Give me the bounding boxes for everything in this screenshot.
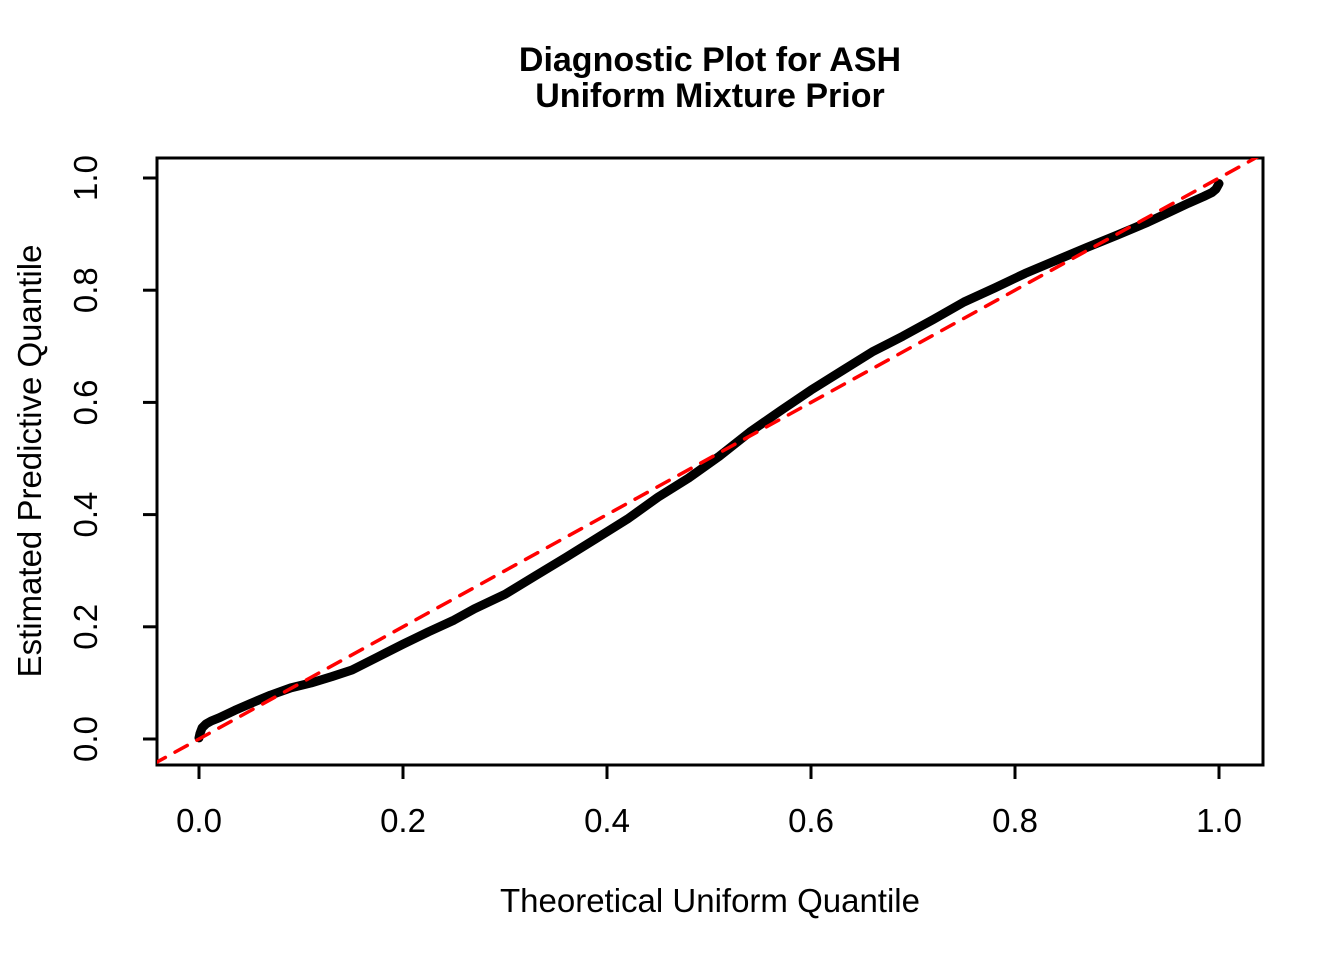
- y-tick-label: 0.6: [67, 379, 104, 425]
- plot-box: [155, 156, 1265, 767]
- reference-line: [157, 158, 1260, 765]
- x-axis-title: Theoretical Uniform Quantile: [499, 882, 920, 919]
- x-tick-label: 0.4: [584, 802, 630, 839]
- y-axis-title: Estimated Predictive Quantile: [11, 244, 48, 678]
- y-tick-label: 0.8: [67, 267, 104, 313]
- chart-title-line-1: Diagnostic Plot for ASH: [518, 41, 902, 79]
- chart-title-line-2: Uniform Mixture Prior: [535, 77, 885, 115]
- y-tick-label: 0.4: [67, 492, 104, 538]
- y-tick-label: 0.2: [67, 604, 104, 650]
- x-tick-label: 1.0: [1196, 802, 1242, 839]
- x-tick-label: 0.8: [992, 802, 1038, 839]
- x-tick-label: 0.6: [788, 802, 834, 839]
- x-tick-label: 0.0: [176, 802, 222, 839]
- chart-title: Diagnostic Plot for ASH Uniform Mixture …: [157, 42, 1263, 114]
- x-tick-label: 0.2: [380, 802, 426, 839]
- y-tick-label: 0.0: [67, 716, 104, 762]
- y-tick-label: 1.0: [67, 155, 104, 201]
